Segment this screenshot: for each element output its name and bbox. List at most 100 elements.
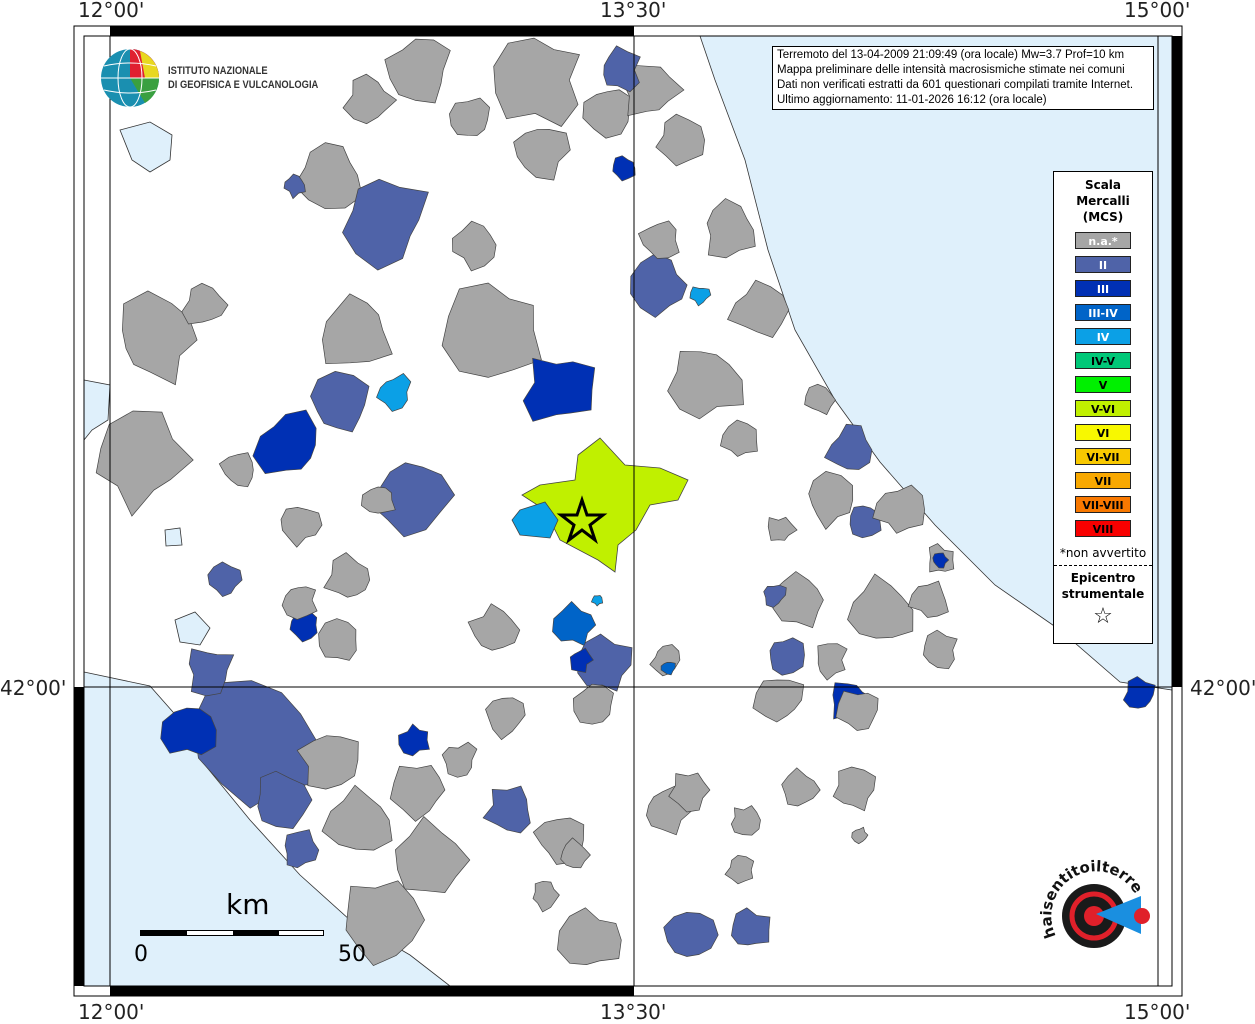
data-source: Dati non verificati estratti da 601 ques…	[777, 79, 1134, 91]
municipality-area	[342, 178, 429, 271]
lon-label-top: 15°00'	[1124, 0, 1191, 22]
epicenter-label: strumentale	[1061, 587, 1145, 601]
lake	[164, 527, 211, 646]
municipality-area	[482, 785, 531, 834]
municipality-area	[804, 383, 836, 416]
event-line: Terremoto del 13-04-2009 21:09:49 (ora l…	[777, 49, 1125, 61]
municipality-area	[493, 37, 580, 127]
municipality-area	[769, 637, 805, 676]
municipality-area	[727, 279, 790, 339]
municipality-area	[441, 282, 542, 378]
municipality-area	[689, 286, 712, 307]
municipality-area	[441, 741, 478, 778]
star-icon: ☆	[1093, 604, 1113, 629]
municipality-area	[95, 410, 194, 517]
epicenter-area	[521, 437, 689, 573]
legend-swatch: III-IV	[1075, 304, 1131, 321]
haisentito-logo: haisentitoilterremoto.it	[1036, 856, 1150, 948]
municipality-area	[323, 552, 371, 598]
municipality-area	[569, 647, 594, 673]
municipality-area	[257, 770, 313, 829]
municipality-area	[160, 707, 217, 756]
municipality-area	[322, 293, 393, 365]
municipality-area	[284, 829, 320, 869]
municipality-area	[767, 516, 798, 541]
legend-swatch: n.a.*	[1075, 232, 1131, 249]
municipality-area	[398, 723, 430, 757]
municipality-area	[188, 648, 235, 697]
iv-area	[511, 501, 559, 539]
municipality-area	[932, 552, 950, 569]
scale-unit: km	[226, 888, 270, 921]
municipality-area	[557, 907, 622, 965]
municipality-area	[1122, 676, 1156, 709]
scale-bar-graphic	[140, 930, 324, 936]
ingv-logo: ISTITUTO NAZIONALE DI GEOFISICA E VULCANO…	[100, 48, 345, 108]
lon-label-top: 12°00'	[78, 0, 145, 22]
municipality-area	[342, 73, 398, 125]
legend-swatch: VI	[1075, 424, 1131, 441]
municipality-area	[817, 643, 848, 681]
municipality-area	[763, 584, 787, 608]
municipality-area	[283, 173, 306, 200]
municipality-area	[590, 595, 604, 607]
legend-title: Scala	[1084, 178, 1122, 192]
scale-min: 0	[134, 942, 148, 967]
legend-title: (MCS)	[1082, 210, 1124, 224]
municipality-area	[207, 561, 243, 598]
municipality-area	[395, 815, 471, 893]
lat-label-right: 42°00'	[1190, 676, 1255, 700]
mcs-legend: Scala Mercalli (MCS) n.a.* II III III-IV IV IV-…	[1053, 171, 1153, 644]
legend-swatch: V	[1075, 376, 1131, 393]
municipality-area	[560, 837, 591, 869]
divider	[1054, 565, 1152, 566]
globe-icon	[101, 48, 160, 108]
legend-swatch: VIII	[1075, 520, 1131, 537]
municipality-area	[376, 373, 412, 412]
municipality-area	[293, 142, 363, 210]
municipality-area	[660, 661, 676, 676]
municipality-area	[832, 766, 876, 812]
lake	[119, 121, 173, 173]
legend-swatch: IV-V	[1075, 352, 1131, 369]
municipality-area	[452, 220, 497, 272]
event-info-box: Terremoto del 13-04-2009 21:09:49 (ora l…	[772, 46, 1154, 110]
municipality-area	[719, 419, 758, 457]
legend-note: *non avvertito	[1059, 546, 1147, 560]
municipality-area	[706, 198, 756, 259]
municipality-area	[781, 767, 821, 807]
municipality-area	[668, 772, 711, 813]
municipality-area	[849, 505, 882, 539]
municipality-area	[808, 471, 854, 530]
municipality-area	[667, 350, 744, 420]
municipality-area	[603, 45, 641, 93]
municipality-area	[612, 155, 636, 182]
legend-title: Mercalli	[1076, 194, 1130, 208]
municipality-area	[724, 855, 755, 885]
municipality-area	[851, 826, 869, 845]
municipality-area	[345, 880, 426, 967]
municipality-area	[630, 253, 688, 318]
municipality-area	[321, 784, 393, 851]
municipality-area	[467, 603, 521, 651]
epicenter-star-icon	[556, 495, 608, 545]
municipality-area	[252, 409, 317, 474]
municipality-area	[663, 912, 719, 957]
last-update: Ultimo aggiornamento: 11-01-2026 16:12 (…	[777, 94, 1047, 106]
legend-swatch: III	[1075, 280, 1131, 297]
legend-swatch: VI-VII	[1075, 448, 1131, 465]
municipality-area	[731, 907, 771, 946]
municipality-area	[752, 679, 805, 723]
lon-label-bottom: 15°00'	[1124, 1000, 1191, 1024]
municipality-area	[522, 357, 596, 422]
municipality-area	[361, 486, 396, 514]
municipality-area	[280, 507, 323, 548]
lon-label-bottom: 13°30'	[600, 1000, 667, 1024]
municipality-area	[847, 573, 914, 639]
map-description: Mappa preliminare delle intensità macros…	[777, 64, 1125, 76]
municipality-area	[824, 423, 873, 470]
municipality-area	[181, 282, 229, 325]
municipality-area	[485, 697, 526, 741]
legend-swatch: VII	[1075, 472, 1131, 489]
municipality-area	[389, 765, 446, 822]
